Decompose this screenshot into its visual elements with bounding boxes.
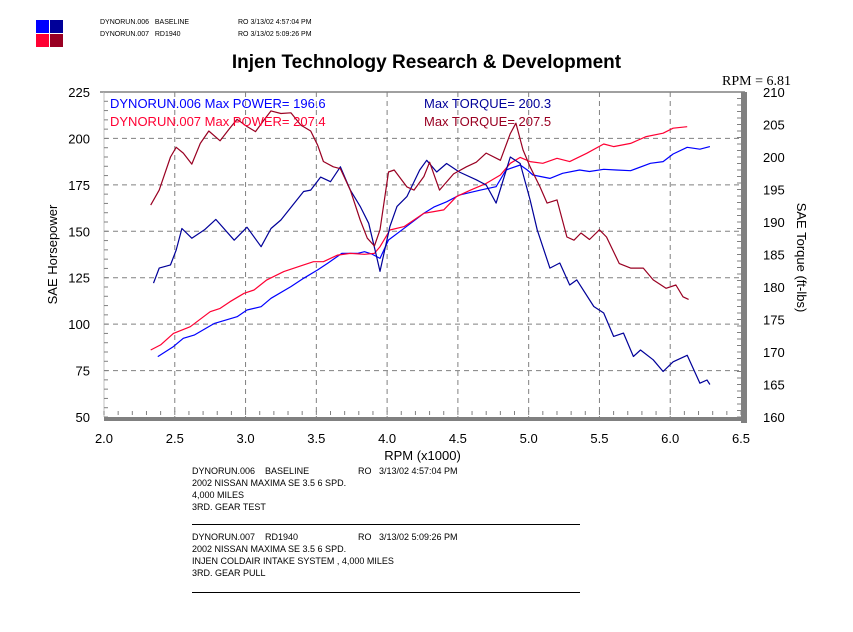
y-tick-label: 100 [68, 317, 90, 332]
x-tick-label: 6.0 [661, 431, 679, 446]
y2-axis-label: SAE Torque (ft-lbs) [794, 203, 809, 313]
y-axis-label: SAE Horsepower [45, 204, 60, 304]
run-006-power-swatch [36, 20, 49, 33]
y-tick-label: 175 [68, 178, 90, 193]
series-line-3 [152, 156, 711, 385]
grid [104, 92, 741, 417]
tick-labels: 2.0 2.5 3.0 3.5 4.0 4.5 5.0 5.5 6.0 6.5 50 75 100 125… [45, 85, 809, 463]
y2-tick-label: 200 [763, 150, 785, 165]
x-tick-label: 5.5 [590, 431, 608, 446]
x-tick-label: 2.5 [166, 431, 184, 446]
bottom-axis-bar [104, 417, 747, 421]
y2-tick-label: 165 [763, 378, 785, 393]
x-tick-label: 2.0 [95, 431, 113, 446]
note-1-line: 4,000 MILES [192, 490, 245, 500]
y-tick-label: 75 [76, 364, 90, 379]
run-name: RD1940 [154, 31, 181, 38]
run-id: DYNORUN.007 [100, 31, 150, 38]
x-tick-label: 5.0 [520, 431, 538, 446]
run-id: DYNORUN.006 [192, 466, 256, 476]
divider [192, 592, 580, 593]
y-tick-label: 225 [68, 85, 90, 100]
header-run-2-stamp: RO 3/13/02 5:09:26 PM [238, 31, 312, 38]
x-tick-label: 4.0 [378, 431, 396, 446]
legend-power-007: DYNORUN.007 Max POWER= 207.4 [110, 114, 326, 129]
run-name: BASELINE [265, 466, 310, 476]
legend-torque-006: Max TORQUE= 200.3 [424, 96, 552, 111]
axes [100, 91, 747, 423]
y2-tick-label: 180 [763, 280, 785, 295]
run-name: RD1940 [265, 532, 299, 542]
run-007-torque-swatch [50, 34, 63, 47]
rpm-readout: RPM = 6.81 [722, 74, 791, 89]
run-name: BASELINE [154, 19, 190, 26]
y2-tick-label: 170 [763, 345, 785, 360]
note-2-line: INJEN COLDAIR INTAKE SYSTEM , 4,000 MILE… [192, 556, 394, 566]
note-1-title: DYNORUN.006 BASELINE [192, 466, 309, 476]
divider [192, 524, 580, 525]
note-2-title: DYNORUN.007 RD1940 [192, 532, 298, 542]
legend-power-006: DYNORUN.006 Max POWER= 196.6 [110, 96, 326, 111]
header-run-2: DYNORUN.007 RD1940 [100, 31, 181, 38]
note-2-stamp: RO 3/13/02 5:09:26 PM [358, 532, 458, 542]
note-2-line: 3RD. GEAR PULL [192, 568, 266, 578]
x-tick-label: 6.5 [732, 431, 750, 446]
header-run-1-stamp: RO 3/13/02 4:57:04 PM [238, 19, 312, 26]
y2-tick-label: 185 [763, 248, 785, 263]
note-1-line: 2002 NISSAN MAXIMA SE 3.5 6 SPD. [192, 478, 347, 488]
y-tick-label: 200 [68, 131, 90, 146]
right-axis-bar [741, 92, 747, 423]
y2-tick-label: 175 [763, 313, 785, 328]
series-lines [150, 110, 711, 385]
y-tick-label: 150 [68, 224, 90, 239]
note-1-stamp: RO 3/13/02 4:57:04 PM [358, 466, 458, 476]
run-006-torque-swatch [50, 20, 63, 33]
legend-torque-007: Max TORQUE= 207.5 [424, 114, 552, 129]
x-axis-label: RPM (x1000) [384, 448, 461, 463]
y2-tick-label: 210 [763, 85, 785, 100]
header-run-1: DYNORUN.006 BASELINE [100, 19, 189, 26]
y2-tick-label: 160 [763, 410, 785, 425]
run-id: DYNORUN.006 [100, 19, 150, 26]
y-tick-label: 125 [68, 271, 90, 286]
run-007-power-swatch [36, 34, 49, 47]
run-id: DYNORUN.007 [192, 532, 256, 542]
y2-tick-label: 205 [763, 118, 785, 133]
x-tick-label: 4.5 [449, 431, 467, 446]
y2-tick-label: 190 [763, 215, 785, 230]
y2-tick-label: 195 [763, 183, 785, 198]
series-line-4 [150, 110, 689, 300]
y-tick-label: 50 [76, 410, 90, 425]
note-2-line: 2002 NISSAN MAXIMA SE 3.5 6 SPD. [192, 544, 347, 554]
chart-title: Injen Technology Research & Development [231, 52, 622, 73]
series-line-2 [150, 126, 688, 351]
x-tick-label: 3.5 [307, 431, 325, 446]
x-tick-label: 3.0 [237, 431, 255, 446]
note-1-line: 3RD. GEAR TEST [192, 502, 266, 512]
series-line-1 [157, 146, 711, 358]
